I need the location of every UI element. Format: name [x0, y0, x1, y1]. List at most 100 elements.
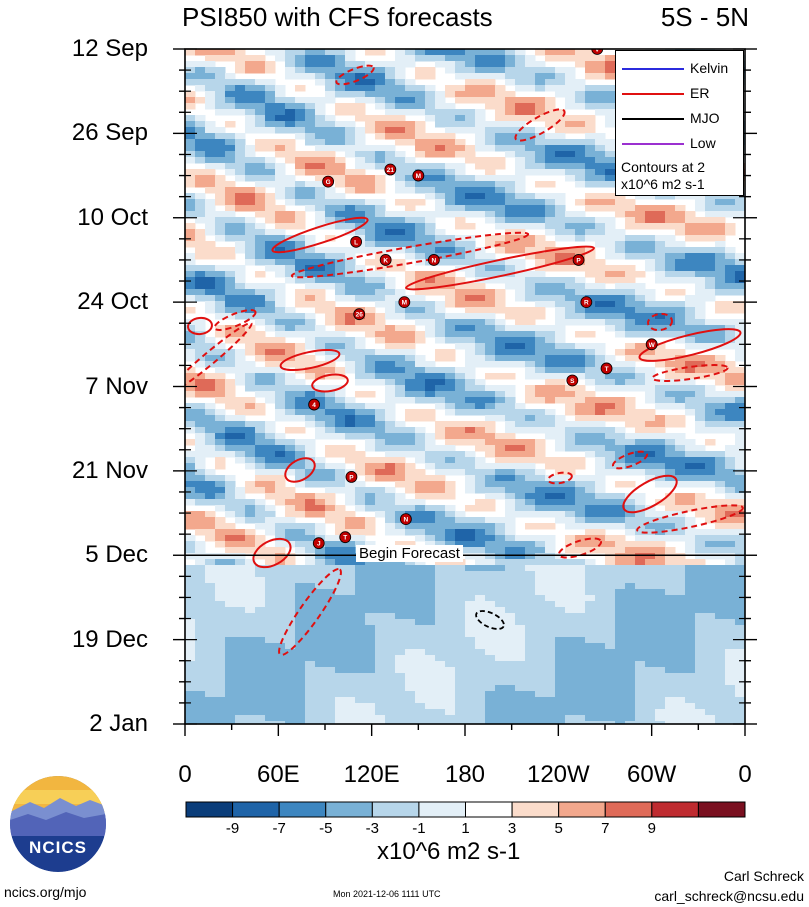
heatmap-cell — [425, 493, 436, 500]
heatmap-cell — [405, 643, 416, 650]
heatmap-cell — [505, 691, 516, 698]
heatmap-cell — [475, 499, 486, 506]
heatmap-cell — [265, 121, 276, 128]
heatmap-cell — [505, 697, 516, 704]
heatmap-cell — [475, 565, 486, 572]
heatmap-cell — [575, 349, 586, 356]
heatmap-cell — [445, 529, 456, 536]
heatmap-cell — [265, 637, 276, 644]
heatmap-cell — [445, 481, 456, 488]
heatmap-cell — [465, 145, 476, 152]
heatmap-cell — [445, 523, 456, 530]
heatmap-cell — [625, 325, 636, 332]
heatmap-cell — [495, 439, 506, 446]
heatmap-cell — [295, 655, 306, 662]
heatmap-cell — [375, 349, 386, 356]
heatmap-cell — [595, 439, 606, 446]
heatmap-cell — [535, 673, 546, 680]
heatmap-cell — [305, 337, 316, 344]
heatmap-cell — [565, 157, 576, 164]
heatmap-cell — [625, 439, 636, 446]
heatmap-cell — [245, 313, 256, 320]
heatmap-cell — [475, 271, 486, 278]
heatmap-cell — [435, 667, 446, 674]
heatmap-cell — [505, 517, 516, 524]
heatmap-cell — [215, 619, 226, 626]
heatmap-cell — [635, 313, 646, 320]
heatmap-cell — [525, 157, 536, 164]
heatmap-cell — [515, 667, 526, 674]
heatmap-cell — [205, 271, 216, 278]
heatmap-cell — [465, 433, 476, 440]
heatmap-cell — [365, 619, 376, 626]
heatmap-cell — [565, 175, 576, 182]
heatmap-cell — [415, 529, 426, 536]
heatmap-cell — [615, 649, 626, 656]
heatmap-cell — [655, 433, 666, 440]
heatmap-cell — [575, 643, 586, 650]
heatmap-cell — [415, 373, 426, 380]
heatmap-cell — [485, 103, 496, 110]
heatmap-cell — [495, 355, 506, 362]
heatmap-cell — [635, 553, 646, 560]
heatmap-cell — [255, 619, 266, 626]
heatmap-cell — [195, 169, 206, 176]
heatmap-cell — [575, 607, 586, 614]
heatmap-cell — [505, 313, 516, 320]
heatmap-cell — [595, 61, 606, 68]
heatmap-cell — [255, 121, 266, 128]
heatmap-cell — [335, 463, 346, 470]
heatmap-cell — [415, 697, 426, 704]
heatmap-cell — [325, 661, 336, 668]
heatmap-cell — [455, 139, 466, 146]
heatmap-cell — [195, 577, 206, 584]
heatmap-cell — [345, 175, 356, 182]
heatmap-cell — [505, 481, 516, 488]
heatmap-cell — [515, 355, 526, 362]
heatmap-cell — [405, 157, 416, 164]
heatmap-cell — [565, 163, 576, 170]
heatmap-cell — [205, 343, 216, 350]
heatmap-cell — [575, 697, 586, 704]
heatmap-cell — [215, 379, 226, 386]
heatmap-cell — [405, 109, 416, 116]
heatmap-cell — [275, 709, 286, 716]
heatmap-cell — [415, 625, 426, 632]
heatmap-cell — [485, 169, 496, 176]
heatmap-cell — [555, 457, 566, 464]
heatmap-cell — [235, 439, 246, 446]
heatmap-cell — [225, 223, 236, 230]
heatmap-cell — [295, 409, 306, 416]
heatmap-cell — [235, 301, 246, 308]
heatmap-cell — [315, 703, 326, 710]
heatmap-cell — [565, 73, 576, 80]
heatmap-cell — [605, 631, 616, 638]
heatmap-cell — [485, 655, 496, 662]
heatmap-cell — [335, 673, 346, 680]
heatmap-cell — [585, 313, 596, 320]
heatmap-cell — [295, 457, 306, 464]
heatmap-cell — [275, 271, 286, 278]
heatmap-cell — [555, 691, 566, 698]
heatmap-cell — [375, 673, 386, 680]
heatmap-cell — [345, 259, 356, 266]
heatmap-cell — [415, 253, 426, 260]
heatmap-cell — [295, 529, 306, 536]
heatmap-cell — [245, 613, 256, 620]
heatmap-cell — [415, 595, 426, 602]
heatmap-cell — [405, 247, 416, 254]
heatmap-cell — [245, 697, 256, 704]
heatmap-cell — [465, 109, 476, 116]
heatmap-cell — [615, 679, 626, 686]
heatmap-cell — [305, 127, 316, 134]
heatmap-cell — [345, 703, 356, 710]
heatmap-cell — [675, 613, 686, 620]
heatmap-cell — [295, 121, 306, 128]
heatmap-cell — [205, 373, 216, 380]
heatmap-cell — [495, 49, 506, 56]
heatmap-cell — [265, 103, 276, 110]
heatmap-cell — [395, 427, 406, 434]
heatmap-cell — [665, 583, 676, 590]
heatmap-cell — [645, 211, 656, 218]
heatmap-cell — [445, 181, 456, 188]
